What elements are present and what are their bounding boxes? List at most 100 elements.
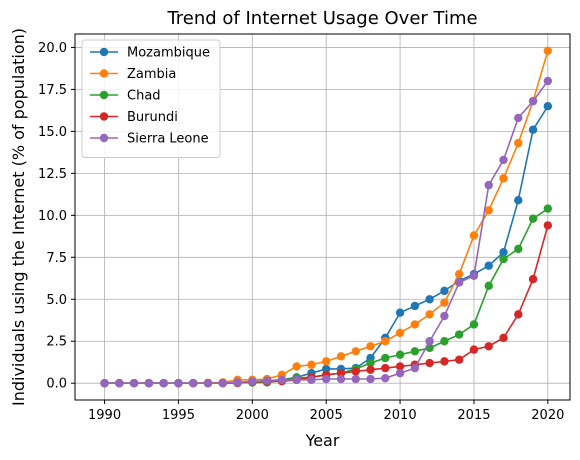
data-point [514, 244, 523, 254]
data-point [425, 310, 434, 319]
data-point [336, 352, 346, 361]
data-point [484, 206, 493, 215]
data-point [454, 278, 464, 287]
data-point [321, 374, 331, 384]
data-point [469, 345, 479, 354]
legend-swatch-marker [99, 133, 109, 143]
data-point [454, 269, 464, 279]
legend-label: Sierra Leone [127, 132, 209, 147]
data-point [440, 337, 449, 346]
data-point [262, 376, 272, 385]
legend-swatch-marker [99, 69, 109, 78]
data-point [514, 196, 523, 205]
legend: Mozambique Zambia Chad Burundi Sierra Leone [81, 39, 221, 158]
data-point [395, 350, 405, 359]
data-point [543, 101, 553, 111]
data-point [440, 311, 449, 321]
data-point [159, 379, 168, 388]
data-point [528, 125, 538, 134]
data-point [307, 375, 316, 385]
y-tick-label: 17.5 [38, 83, 67, 98]
data-point [395, 362, 405, 371]
legend-label: Chad [127, 89, 161, 104]
data-point [499, 174, 508, 183]
data-point [425, 337, 434, 346]
data-point [410, 363, 420, 373]
data-point [499, 333, 508, 343]
data-point [425, 295, 434, 304]
data-point [395, 308, 405, 317]
data-point [410, 347, 420, 356]
y-tick-label: 2.5 [46, 335, 67, 350]
data-point [484, 180, 493, 190]
data-point [484, 281, 493, 291]
y-tick-label: 0.0 [46, 377, 67, 392]
legend-label: Mozambique [127, 46, 210, 61]
data-point [381, 373, 390, 383]
x-tick-label: 2000 [236, 408, 269, 423]
grid [75, 34, 570, 400]
data-point [321, 364, 331, 374]
data-point [381, 353, 390, 363]
data-point [189, 379, 198, 388]
data-point [203, 379, 213, 388]
y-tick-label: 15.0 [38, 125, 67, 140]
data-point [484, 261, 493, 270]
data-point [469, 320, 479, 329]
data-point [499, 155, 508, 165]
data-point [469, 231, 479, 240]
y-axis-title: Individuals using the Internet (% of pop… [9, 28, 28, 406]
data-point [277, 375, 287, 385]
data-point [425, 358, 434, 368]
data-point [366, 342, 375, 351]
data-point [129, 379, 139, 388]
data-point [543, 221, 553, 230]
data-point [174, 379, 183, 388]
data-point [381, 363, 390, 373]
chart-title: Trend of Internet Usage Over Time [166, 8, 477, 29]
data-point [499, 248, 508, 257]
data-point [395, 328, 405, 338]
data-point [336, 374, 346, 384]
legend-swatch-marker [99, 47, 109, 57]
axes: 1990 1995 2000 2005 2010 2015 2020 0.0 2.5 5.0 7.5… [38, 41, 564, 423]
x-tick-label: 2010 [384, 408, 417, 423]
data-point [395, 368, 405, 378]
x-axis-title: Year [305, 431, 340, 450]
data-point [469, 271, 479, 280]
data-point [440, 298, 449, 307]
x-tick-label: 2005 [310, 408, 343, 423]
x-tick-label: 1990 [88, 408, 121, 423]
data-point [514, 138, 523, 148]
data-point [292, 375, 301, 385]
data-point [454, 355, 464, 364]
data-point [351, 347, 360, 356]
data-point [543, 204, 553, 213]
data-point [528, 214, 538, 223]
data-point [499, 254, 508, 264]
legend-label: Burundi [127, 110, 178, 125]
data-point [351, 374, 360, 384]
data-point [410, 320, 420, 329]
legend-box [81, 39, 221, 158]
data-point [307, 360, 316, 369]
data-point [543, 76, 553, 86]
data-point [233, 378, 242, 387]
data-point [100, 379, 109, 388]
legend-swatch-marker [99, 112, 109, 121]
y-tick-label: 12.5 [38, 167, 67, 182]
data-point [218, 379, 227, 388]
data-point [248, 377, 257, 386]
data-point [351, 367, 360, 376]
data-point [440, 286, 449, 296]
data-point [381, 337, 390, 346]
data-point [454, 330, 464, 339]
data-point [336, 368, 346, 378]
x-tick-label: 1995 [162, 408, 195, 423]
data-point [528, 96, 538, 106]
data-point [366, 365, 375, 374]
data-point [366, 358, 375, 368]
data-point [410, 301, 420, 311]
